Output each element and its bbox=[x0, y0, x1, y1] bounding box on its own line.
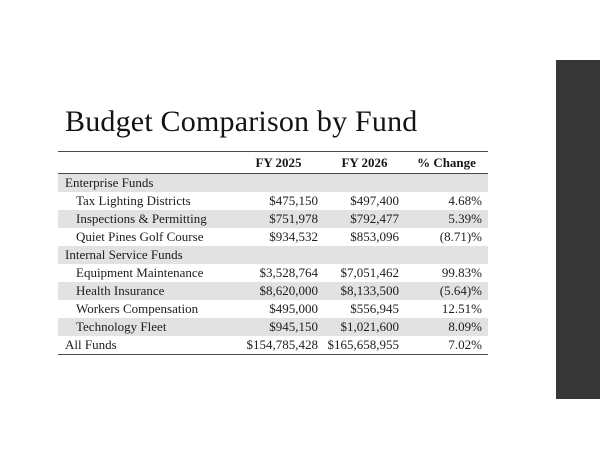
column-header-fy2025: FY 2025 bbox=[255, 154, 302, 170]
fy2025-value: $154,785,428 bbox=[246, 337, 319, 352]
fund-name: Inspections & Permitting bbox=[76, 211, 207, 226]
table-row-section: Internal Service Funds bbox=[58, 246, 488, 264]
fy2025-value: $475,150 bbox=[269, 193, 318, 208]
table-header-row: FY 2025 FY 2026 % Change bbox=[58, 152, 488, 174]
table-row: Workers Compensation $495,000 $556,945 1… bbox=[58, 300, 488, 318]
fy2025-value: $751,978 bbox=[269, 211, 318, 226]
fy2026-value: $8,133,500 bbox=[340, 283, 400, 298]
change-value: 5.39% bbox=[448, 211, 482, 226]
section-label: Enterprise Funds bbox=[65, 175, 154, 190]
fund-name: Quiet Pines Golf Course bbox=[76, 229, 204, 244]
column-header-fy2026: FY 2026 bbox=[341, 154, 388, 170]
table-row: Equipment Maintenance $3,528,764 $7,051,… bbox=[58, 264, 488, 282]
fy2026-value: $165,658,955 bbox=[327, 337, 400, 352]
change-value: (8.71)% bbox=[439, 229, 482, 244]
fy2026-value: $497,400 bbox=[350, 193, 399, 208]
table-row: Tax Lighting Districts $475,150 $497,400… bbox=[58, 192, 488, 210]
change-value: (5.64)% bbox=[439, 283, 482, 298]
fund-name: Workers Compensation bbox=[76, 301, 199, 316]
fund-name: Technology Fleet bbox=[76, 319, 167, 334]
table-row-section: Enterprise Funds bbox=[58, 174, 488, 192]
change-value: 12.51% bbox=[441, 301, 482, 316]
slide-title: Budget Comparison by Fund bbox=[65, 105, 418, 138]
fy2025-value: $495,000 bbox=[269, 301, 318, 316]
change-value: 7.02% bbox=[448, 337, 482, 352]
budget-table: FY 2025 FY 2026 % Change Enterprise Fund… bbox=[58, 151, 488, 355]
table-row: Inspections & Permitting $751,978 $792,4… bbox=[58, 210, 488, 228]
fy2026-value: $853,096 bbox=[350, 229, 399, 244]
fy2026-value: $792,477 bbox=[350, 211, 399, 226]
change-value: 99.83% bbox=[441, 265, 482, 280]
fund-name: Health Insurance bbox=[76, 283, 165, 298]
fund-name: Equipment Maintenance bbox=[76, 265, 204, 280]
fy2025-value: $934,532 bbox=[269, 229, 318, 244]
table-row: Technology Fleet $945,150 $1,021,600 8.0… bbox=[58, 318, 488, 336]
fy2025-value: $3,528,764 bbox=[259, 265, 319, 280]
section-label: Internal Service Funds bbox=[65, 247, 183, 262]
fy2025-value: $945,150 bbox=[269, 319, 318, 334]
fy2026-value: $556,945 bbox=[350, 301, 399, 316]
fund-name: Tax Lighting Districts bbox=[76, 193, 191, 208]
table-row-total: All Funds $154,785,428 $165,658,955 7.02… bbox=[58, 336, 488, 354]
column-header-change: % Change bbox=[417, 154, 476, 170]
fy2026-value: $1,021,600 bbox=[340, 319, 400, 334]
change-value: 4.68% bbox=[448, 193, 482, 208]
fy2025-value: $8,620,000 bbox=[259, 283, 319, 298]
total-label: All Funds bbox=[65, 337, 117, 352]
table-row: Health Insurance $8,620,000 $8,133,500 (… bbox=[58, 282, 488, 300]
right-accent-bar bbox=[556, 60, 600, 399]
change-value: 8.09% bbox=[448, 319, 482, 334]
table-row: Quiet Pines Golf Course $934,532 $853,09… bbox=[58, 228, 488, 246]
fy2026-value: $7,051,462 bbox=[340, 265, 400, 280]
